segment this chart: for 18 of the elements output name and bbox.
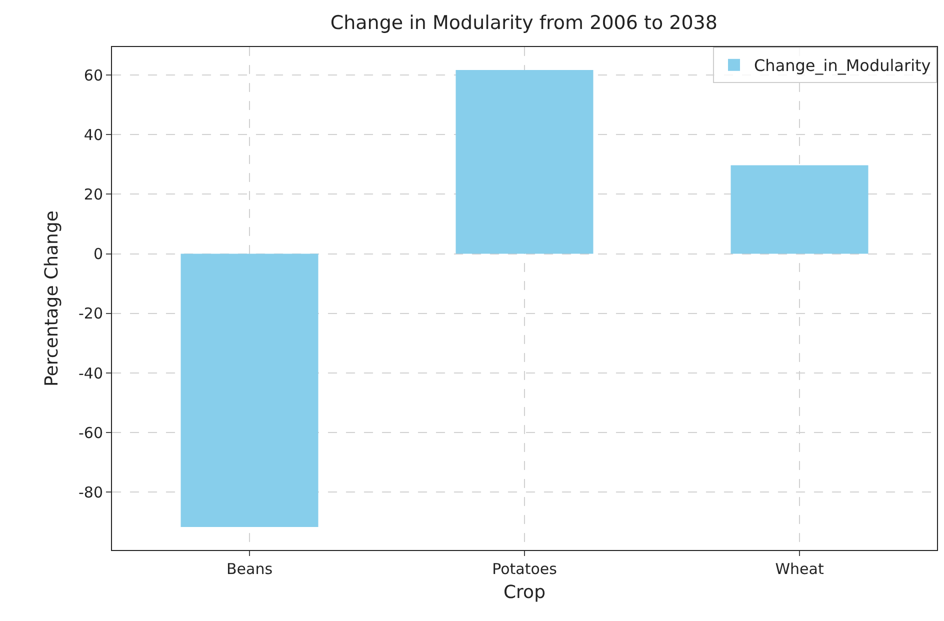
bar xyxy=(180,254,318,528)
bar xyxy=(456,70,594,254)
x-tick-label: Potatoes xyxy=(492,560,558,578)
x-tick-label: Beans xyxy=(226,560,273,578)
x-tick-label: Wheat xyxy=(775,560,824,578)
chart-title: Change in Modularity from 2006 to 2038 xyxy=(330,12,718,34)
bar xyxy=(730,165,868,254)
y-tick-label: 60 xyxy=(84,66,103,84)
y-tick-label: 0 xyxy=(93,245,103,264)
y-tick-label: -60 xyxy=(78,424,103,442)
legend-label: Change_in_Modularity xyxy=(754,56,931,76)
y-tick-label: -20 xyxy=(78,304,103,323)
y-tick-label: -40 xyxy=(78,364,103,382)
y-tick-label: 40 xyxy=(84,126,103,144)
y-tick-label: -80 xyxy=(78,483,103,502)
y-tick-label: 20 xyxy=(84,185,103,204)
y-axis-title: Percentage Change xyxy=(42,210,63,386)
x-axis-title: Crop xyxy=(503,582,546,604)
